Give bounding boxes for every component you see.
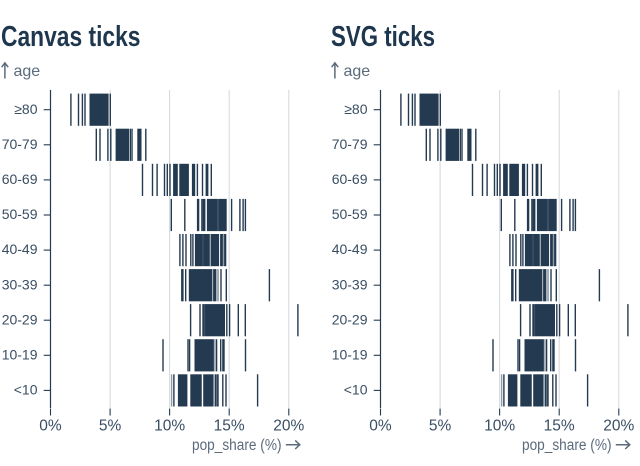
svg-text:5%: 5%	[429, 418, 452, 435]
svg-text:20-29: 20-29	[2, 311, 38, 327]
svg-text:pop_share (%): pop_share (%)	[192, 437, 282, 454]
svg-text:Canvas ticks: Canvas ticks	[1, 21, 141, 53]
svg-text:0%: 0%	[39, 418, 62, 435]
svg-text:≥80: ≥80	[14, 101, 37, 117]
svg-text:10%: 10%	[154, 418, 185, 435]
svg-text:<10: <10	[344, 382, 368, 398]
svg-text:20-29: 20-29	[332, 311, 368, 327]
svg-text:0%: 0%	[369, 418, 392, 435]
svg-text:60-69: 60-69	[332, 171, 368, 187]
svg-text:10%: 10%	[484, 418, 515, 435]
svg-text:<10: <10	[14, 382, 38, 398]
svg-text:pop_share (%): pop_share (%)	[522, 437, 612, 454]
svg-text:5%: 5%	[99, 418, 122, 435]
svg-text:40-49: 40-49	[2, 241, 38, 257]
svg-text:60-69: 60-69	[2, 171, 38, 187]
svg-text:40-49: 40-49	[332, 241, 368, 257]
svg-text:15%: 15%	[214, 418, 245, 435]
svg-text:≥80: ≥80	[344, 101, 367, 117]
svg-text:10-19: 10-19	[2, 346, 38, 362]
svg-text:30-39: 30-39	[332, 276, 368, 292]
svg-text:15%: 15%	[544, 418, 575, 435]
svg-text:20%: 20%	[603, 418, 634, 435]
svg-text:10-19: 10-19	[332, 346, 368, 362]
svg-text:50-59: 50-59	[2, 206, 38, 222]
svg-text:20%: 20%	[273, 418, 304, 435]
svg-text:70-79: 70-79	[2, 136, 38, 152]
svg-text:age: age	[344, 63, 371, 80]
svg-text:70-79: 70-79	[332, 136, 368, 152]
svg-text:50-59: 50-59	[332, 206, 368, 222]
svg-text:age: age	[14, 63, 41, 80]
svg-text:30-39: 30-39	[2, 276, 38, 292]
svg-text:SVG ticks: SVG ticks	[331, 21, 435, 53]
